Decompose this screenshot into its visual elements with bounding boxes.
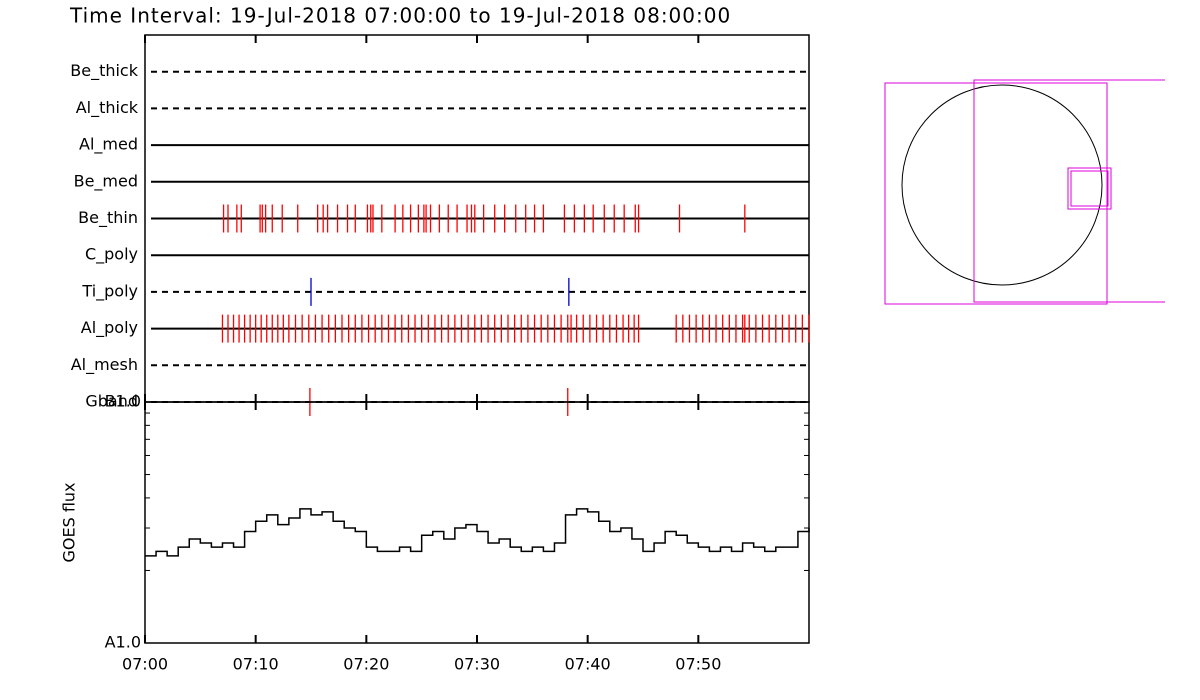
x-tick-label: 07:30 bbox=[454, 655, 500, 674]
row-label: Be_med bbox=[74, 171, 138, 191]
plot-frame bbox=[144, 401, 810, 644]
x-tick-label: 07:50 bbox=[675, 655, 721, 674]
x-tick-label: 07:20 bbox=[343, 655, 389, 674]
row-label: Al_mesh bbox=[71, 355, 138, 375]
row-label: Gband bbox=[85, 392, 138, 411]
row-label: Al_med bbox=[79, 135, 138, 155]
x-tick-label: 07:00 bbox=[122, 655, 168, 674]
row-label: Ti_poly bbox=[81, 281, 138, 301]
sun-disk bbox=[901, 84, 1103, 286]
row-label: C_poly bbox=[85, 245, 138, 265]
fov-box bbox=[1070, 170, 1109, 207]
row-label: Be_thick bbox=[70, 61, 138, 81]
y-tick-label: A1.0 bbox=[105, 633, 141, 652]
goes-curve bbox=[145, 508, 810, 557]
y-tick-label: B1.0 bbox=[105, 392, 141, 411]
row-label: Al_poly bbox=[81, 318, 138, 338]
y-axis-label: GOES flux bbox=[60, 482, 79, 562]
x-tick-label: 07:40 bbox=[565, 655, 611, 674]
chart-title: Time Interval: 19-Jul-2018 07:00:00 to 1… bbox=[69, 4, 731, 28]
fov-diagram bbox=[884, 79, 1165, 305]
fov-box bbox=[1067, 167, 1112, 210]
fov-box bbox=[884, 82, 1108, 305]
row-label: Al_thick bbox=[76, 98, 139, 118]
row-label: Be_thin bbox=[78, 208, 138, 228]
fov-box bbox=[973, 79, 1165, 303]
x-tick-label: 07:10 bbox=[233, 655, 279, 674]
